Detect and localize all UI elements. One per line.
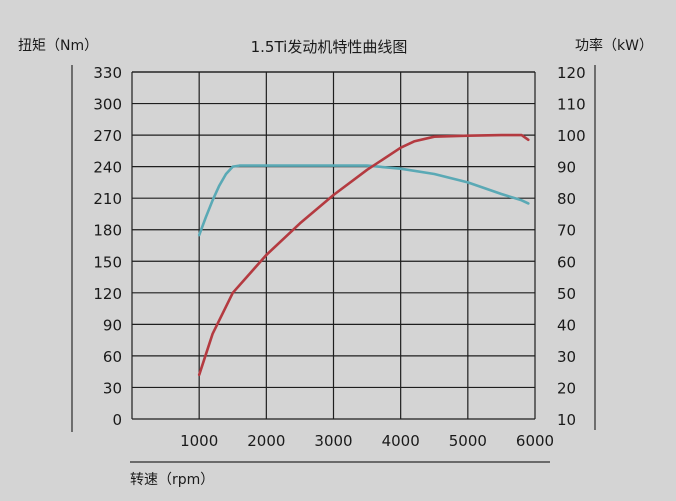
series-lines: [197, 133, 530, 377]
y-right-tick-label: 40: [557, 316, 576, 334]
chart-title: 1.5Ti发动机特性曲线图: [251, 38, 408, 56]
y-left-tick-label: 90: [103, 316, 122, 334]
y-left-tick-label: 30: [103, 379, 122, 397]
x-axis-label: 转速（rpm）: [130, 472, 214, 488]
x-tick-label: 4000: [382, 432, 420, 450]
y-right-tick-label: 60: [557, 253, 576, 271]
y-right-tick-label: 10: [557, 411, 576, 429]
x-tick-label: 2000: [247, 432, 285, 450]
y-left-tick-label: 270: [93, 127, 122, 145]
y-left-tick-label: 150: [93, 253, 122, 271]
y-left-tick-label: 300: [93, 96, 122, 114]
y-right-tick-label: 70: [557, 222, 576, 240]
y-left-tick-label: 60: [103, 348, 122, 366]
y-right-tick-label: 30: [557, 348, 576, 366]
y-right-tick-label: 90: [557, 159, 576, 177]
y-left-tick-label: 210: [93, 190, 122, 208]
y-right-tick-label: 50: [557, 285, 576, 303]
y-right-tick-label: 80: [557, 190, 576, 208]
axes: [71, 65, 596, 463]
y-left-axis-label: 扭矩（Nm）: [18, 38, 98, 54]
torque-curve: [197, 164, 530, 237]
y-left-tick-label: 180: [93, 222, 122, 240]
y-right-tick-label: 110: [557, 96, 586, 114]
y-right-tick-label: 20: [557, 379, 576, 397]
y-left-tick-label: 120: [93, 285, 122, 303]
x-tick-label: 1000: [180, 432, 218, 450]
x-tick-label: 5000: [449, 432, 487, 450]
y-left-tick-label: 0: [112, 411, 122, 429]
tick-labels: 0 30 60 90 120 150 180 210 240 270 300 330 10 20 30 40 5…: [93, 64, 585, 450]
grid-lines: [132, 71, 536, 419]
y-right-axis-label: 功率（kW）: [575, 37, 653, 54]
y-right-tick-label: 120: [557, 64, 586, 82]
y-left-tick-label: 330: [93, 64, 122, 82]
y-left-tick-label: 240: [93, 159, 122, 177]
power-curve: [197, 133, 530, 377]
y-right-tick-label: 100: [557, 127, 586, 145]
x-tick-label: 3000: [314, 432, 352, 450]
x-tick-label: 6000: [516, 432, 554, 450]
